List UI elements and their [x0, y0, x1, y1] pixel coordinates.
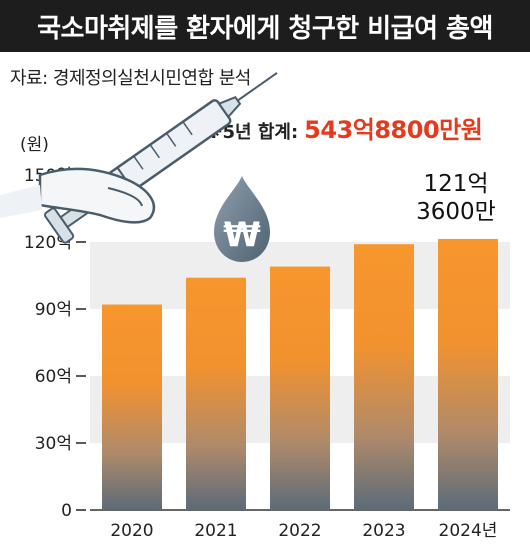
annotation-line2: 3600만: [416, 199, 496, 225]
y-tick-label: 0: [61, 501, 72, 521]
x-tick-label: 2024년: [439, 521, 498, 541]
y-tick-label: 90억: [35, 300, 72, 320]
syringe-hand-illustration: [0, 72, 278, 244]
source-note: 자료: 경제정의실천시민연합 분석: [10, 68, 251, 89]
y-tick-label: 30억: [35, 434, 72, 454]
page-title: 국소마취제를 환자에게 청구한 비급여 총액: [0, 0, 530, 52]
bar-2022: [270, 266, 330, 510]
y-tick-label: 60억: [35, 367, 72, 387]
x-tick-label: 2023: [362, 521, 405, 541]
bar-2024년: [438, 238, 498, 511]
won-droplet-icon: ₩: [214, 176, 270, 262]
x-axis-labels: 2020 2021 2022 2023 2024년: [110, 521, 497, 541]
annotation-line1: 121억: [423, 171, 489, 197]
bar-2023: [354, 244, 414, 510]
total-label: ※5년 합계:: [205, 122, 299, 143]
bar-2020: [102, 304, 162, 510]
x-tick-label: 2022: [278, 521, 321, 541]
x-tick-label: 2021: [194, 521, 237, 541]
five-year-total: ※5년 합계: 543억8800만원: [205, 110, 483, 145]
total-value: 543억8800만원: [304, 116, 483, 144]
annotation-2024: 121억 3600만: [406, 170, 506, 226]
bars: [102, 238, 498, 511]
svg-text:₩: ₩: [223, 215, 261, 255]
y-unit-label: (원): [20, 135, 49, 155]
bar-2021: [186, 277, 246, 510]
x-tick-label: 2020: [110, 521, 153, 541]
